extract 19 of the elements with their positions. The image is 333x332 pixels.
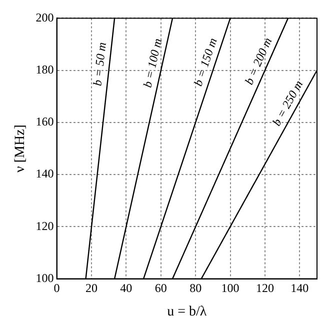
x-tick-label: 80 [190,281,202,296]
x-tick-label: 40 [120,281,132,296]
y-tick-label: 160 [36,114,54,129]
y-tick-label: 120 [36,218,54,233]
text: b = 50 m [90,41,109,87]
x-tick-label: 60 [154,281,167,296]
text: b = 100 m [140,36,165,89]
y-tick-label: 180 [36,62,54,76]
x-tick-label: 140 [290,281,309,296]
x-tick-label: 120 [256,281,274,296]
y-tick-label: 100 [36,270,54,285]
x-tick-label: 100 [221,281,240,296]
x-tick-label: 20 [85,281,98,296]
text: b = 150 m [190,36,220,88]
y-axis-title: ν [MHz] [13,124,28,172]
y-tick-label: 140 [36,166,54,181]
y-tick-label: 200 [36,10,54,24]
x-axis-title: u = b/λ [167,304,207,320]
x-tick-label: 0 [54,281,60,296]
